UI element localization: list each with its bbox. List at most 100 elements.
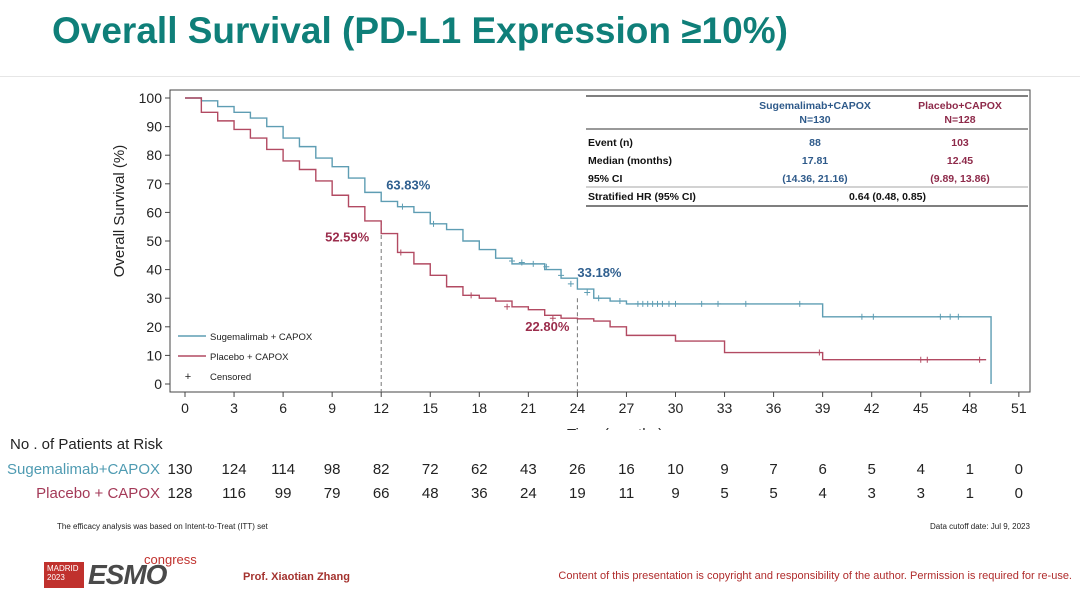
sugemalimab-censor-mark bbox=[742, 300, 749, 307]
sugemalimab-censor-mark bbox=[616, 298, 623, 305]
risk-count: 0 bbox=[1014, 461, 1024, 478]
y-tick-label: 60 bbox=[146, 204, 162, 220]
placebo-censor-mark bbox=[397, 249, 404, 256]
y-tick-label: 80 bbox=[146, 147, 162, 163]
survival-curves bbox=[185, 97, 992, 384]
y-tick-label: 50 bbox=[146, 233, 162, 249]
summary-table: Sugemalimab+CAPOX N=130 Placebo+CAPOX N=128… bbox=[586, 95, 1028, 207]
risk-count: 79 bbox=[323, 485, 341, 502]
table-row-label: Median (months) bbox=[588, 155, 672, 167]
risk-count: 16 bbox=[618, 461, 635, 478]
risk-count: 24 bbox=[520, 485, 537, 502]
risk-row-label: Sugemalimab+CAPOX bbox=[7, 461, 160, 478]
logo-location-box: MADRID 2023 bbox=[44, 562, 84, 588]
risk-count: 48 bbox=[421, 485, 439, 502]
legend-censor-symbol: + bbox=[185, 371, 191, 383]
table-row-label: Event (n) bbox=[588, 137, 633, 149]
sugemalimab-censor-mark bbox=[672, 300, 679, 307]
risk-row-placebo: Placebo + CAPOX 128 116 99 79 66 48 36 24 19 11 9 5 5… bbox=[0, 485, 1080, 505]
table-cell-placebo: 12.45 bbox=[947, 155, 973, 167]
legend-censored-label: Censored bbox=[210, 372, 251, 383]
risk-count: 98 bbox=[323, 461, 341, 478]
risk-count: 3 bbox=[916, 485, 925, 502]
risk-table-header: No . of Patients at Risk bbox=[10, 436, 163, 453]
placebo-censor-mark bbox=[816, 349, 823, 356]
y-tick-label: 70 bbox=[146, 176, 162, 192]
placebo-censor-mark bbox=[924, 356, 931, 363]
y-tick-label: 20 bbox=[146, 319, 162, 335]
logo-congress: congress bbox=[144, 552, 197, 567]
y-tick-label: 100 bbox=[139, 90, 163, 106]
risk-count: 10 bbox=[667, 461, 684, 478]
risk-count: 6 bbox=[818, 461, 827, 478]
risk-count: 130 bbox=[167, 461, 193, 478]
sugemalimab-censor-mark bbox=[955, 313, 962, 320]
summary-table-bg bbox=[586, 95, 1028, 207]
x-tick-label: 3 bbox=[230, 400, 238, 416]
risk-count: 66 bbox=[372, 485, 390, 502]
x-tick-label: 45 bbox=[913, 400, 929, 416]
esmo-logo: MADRID 2023 ESMO congress bbox=[44, 552, 204, 590]
sugemalimab-censor-mark bbox=[509, 258, 515, 265]
table-hr-value: 0.64 (0.48, 0.85) bbox=[849, 191, 926, 203]
placebo-curve bbox=[185, 97, 987, 361]
placebo-censor-mark bbox=[504, 303, 511, 310]
sugemalimab-censor-mark bbox=[567, 280, 574, 287]
placebo-censor-mark bbox=[917, 356, 924, 363]
risk-count: 4 bbox=[916, 461, 925, 478]
divider bbox=[0, 76, 1080, 77]
x-tick-label: 9 bbox=[328, 400, 336, 416]
x-tick-label: 48 bbox=[962, 400, 978, 416]
placebo-censor-mark bbox=[468, 292, 475, 299]
risk-count: 9 bbox=[671, 485, 680, 502]
table-cell-sugemalimab: (14.36, 21.16) bbox=[782, 173, 847, 185]
annotation-label: 52.59% bbox=[325, 230, 370, 245]
risk-count: 3 bbox=[867, 485, 876, 502]
risk-count: 1 bbox=[965, 461, 974, 478]
risk-count: 99 bbox=[274, 485, 292, 502]
sugemalimab-censor-mark bbox=[665, 300, 672, 307]
risk-count: 116 bbox=[222, 485, 246, 502]
x-tick-label: 39 bbox=[815, 400, 831, 416]
table-cell-placebo: 103 bbox=[951, 137, 969, 149]
reference-lines bbox=[380, 220, 578, 392]
table-row-label: 95% CI bbox=[588, 173, 623, 185]
x-tick-label: 51 bbox=[1011, 400, 1027, 416]
sugemalimab-curve bbox=[185, 97, 992, 384]
y-tick-label: 40 bbox=[146, 262, 162, 278]
annotations: 63.83% 52.59% 33.18% 22.80% bbox=[325, 177, 622, 333]
risk-count: 72 bbox=[421, 461, 439, 478]
logo-year: 2023 bbox=[47, 573, 65, 582]
sugemalimab-censor-mark bbox=[543, 263, 550, 270]
x-tick-label: 21 bbox=[521, 400, 537, 416]
x-tick-label: 6 bbox=[279, 400, 287, 416]
risk-count: 0 bbox=[1014, 485, 1024, 502]
risk-count: 36 bbox=[470, 485, 488, 502]
sugemalimab-censor-mark bbox=[430, 220, 437, 227]
y-tick-label: 90 bbox=[146, 119, 162, 135]
sugemalimab-censor-mark bbox=[518, 259, 525, 266]
y-tick-label: 10 bbox=[146, 347, 162, 363]
sugemalimab-censor-mark bbox=[715, 300, 722, 307]
table-col1-n: N=130 bbox=[799, 114, 830, 126]
logo-city: MADRID bbox=[47, 564, 79, 573]
y-tick-label: 0 bbox=[154, 376, 162, 392]
table-cell-sugemalimab: 17.81 bbox=[802, 155, 828, 167]
x-tick-label: 18 bbox=[472, 400, 488, 416]
table-cell-sugemalimab: 88 bbox=[809, 137, 821, 149]
sugemalimab-censor-mark bbox=[796, 300, 803, 307]
presenter-name: Prof. Xiaotian Zhang bbox=[243, 571, 350, 583]
risk-count: 4 bbox=[818, 485, 827, 502]
risk-count: 7 bbox=[769, 461, 778, 478]
x-tick-label: 42 bbox=[864, 400, 880, 416]
placebo-censor-mark bbox=[549, 315, 556, 322]
x-tick-label: 30 bbox=[668, 400, 684, 416]
sugemalimab-censor-mark bbox=[584, 289, 591, 296]
sugemalimab-censor-mark bbox=[595, 295, 602, 302]
risk-count: 5 bbox=[867, 461, 876, 478]
risk-row-sugemalimab: Sugemalimab+CAPOX 130 124 114 98 82 72 62 43 26 16… bbox=[0, 461, 1080, 481]
sugemalimab-censor-mark bbox=[530, 260, 537, 267]
sugemalimab-censor-mark bbox=[947, 313, 954, 320]
